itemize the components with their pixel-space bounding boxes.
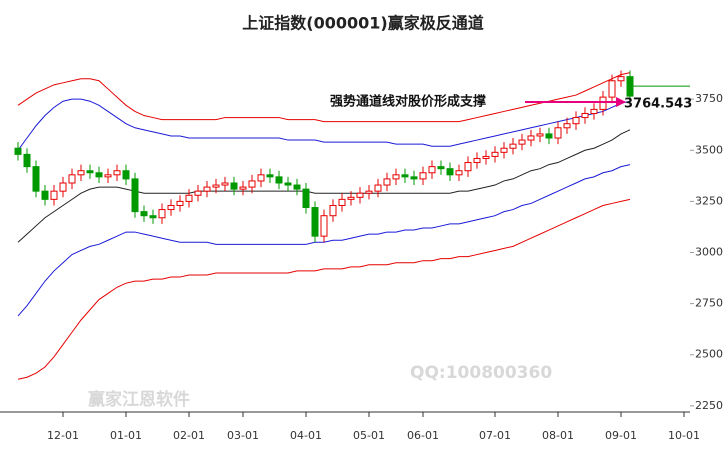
candle-body	[554, 127, 562, 139]
candle-body	[149, 215, 157, 219]
candle-body	[347, 196, 355, 200]
candle-body	[239, 186, 247, 190]
y-tick-label: 2250	[695, 399, 723, 412]
channel-line	[17, 72, 631, 123]
x-tick-label: 10-01	[668, 429, 700, 442]
candle-body	[491, 151, 499, 157]
candle-body	[140, 211, 148, 217]
x-tick-label: 09-01	[605, 429, 637, 442]
x-tick-label: 03-01	[227, 429, 259, 442]
candle-body	[446, 168, 454, 176]
y-tick-label: 2750	[695, 297, 723, 310]
candle-body	[401, 174, 409, 178]
y-tick-label: 3250	[695, 194, 723, 207]
y-tick-label: 3500	[695, 143, 723, 156]
x-tick-label: 08-01	[542, 429, 574, 442]
arrow-head	[616, 97, 626, 107]
candle-body	[410, 176, 418, 180]
candle-body	[86, 170, 94, 174]
candle-body	[527, 135, 535, 141]
x-tick-label: 05-01	[353, 429, 385, 442]
candle-body	[122, 170, 130, 180]
candle-body	[518, 139, 526, 145]
candle-body	[500, 147, 508, 153]
annotation: 强势通道线对股价形成支撑	[330, 94, 486, 110]
candle-body	[41, 190, 49, 200]
x-tick-label: 04-01	[290, 429, 322, 442]
candle-body	[608, 80, 616, 98]
candle-body	[248, 180, 256, 188]
candle-body	[131, 178, 139, 213]
candle-body	[392, 174, 400, 180]
candle-body	[509, 143, 517, 149]
y-tick-label: 2500	[695, 348, 723, 361]
candle-body	[293, 184, 301, 190]
candle-body	[257, 174, 265, 182]
candle-body	[284, 182, 292, 186]
candle-body	[590, 108, 598, 114]
candle-body	[311, 207, 319, 237]
y-tick-label: 3000	[695, 246, 723, 259]
candle-body	[356, 192, 364, 198]
candle-body	[572, 117, 580, 125]
candle-body	[473, 157, 481, 164]
candle-body	[302, 188, 310, 209]
candle-body	[464, 162, 472, 172]
candle-body	[194, 190, 202, 196]
candle-body	[437, 166, 445, 170]
y-tick-label: 3750	[695, 92, 723, 105]
candle-body	[23, 153, 31, 168]
candle-body	[59, 182, 67, 192]
candle-body	[266, 174, 274, 178]
x-tick-label: 07-01	[479, 429, 511, 442]
candle-body	[329, 204, 337, 217]
chart-title: 上证指数(000001)赢家极反通道	[242, 14, 483, 33]
candle-body	[185, 194, 193, 202]
candle-body	[50, 190, 58, 200]
candle-body	[221, 182, 229, 186]
x-tick-label: 02-01	[173, 429, 205, 442]
x-tick-label: 01-01	[110, 429, 142, 442]
candle-body	[176, 200, 184, 206]
candle-body	[275, 176, 283, 184]
channel-line	[17, 198, 631, 380]
watermark: QQ:100800360	[410, 363, 552, 383]
annotation-value: 3764.543	[624, 97, 692, 112]
candle-body	[365, 190, 373, 194]
channel-line	[17, 98, 631, 151]
x-tick-label: 12-01	[47, 429, 79, 442]
candle-body	[95, 172, 103, 178]
candle-body	[455, 170, 463, 176]
candle-body	[338, 198, 346, 206]
candle-body	[158, 209, 166, 219]
candle-body	[32, 166, 40, 192]
x-tick-label: 06-01	[407, 429, 439, 442]
candle-body	[563, 123, 571, 129]
candle-body	[77, 170, 85, 176]
candle-body	[428, 166, 436, 174]
candle-body	[320, 215, 328, 237]
candle-body	[374, 184, 382, 192]
candle-body	[599, 96, 607, 110]
candle-body	[482, 155, 490, 159]
channel-line	[17, 129, 631, 243]
candle-body	[203, 186, 211, 192]
candle-body	[167, 204, 175, 211]
candle-body	[581, 112, 589, 119]
candle-body	[104, 174, 112, 178]
candle-body	[230, 182, 238, 190]
candle-body	[14, 147, 22, 155]
watermark: 赢家江恩软件	[88, 389, 190, 410]
candle-body	[212, 184, 220, 188]
candle-body	[68, 174, 76, 184]
candle-body	[383, 178, 391, 186]
candle-body	[536, 133, 544, 137]
candle-body	[617, 76, 625, 82]
candle-body	[113, 170, 121, 176]
candle-body	[545, 133, 553, 139]
candle-body	[419, 172, 427, 180]
